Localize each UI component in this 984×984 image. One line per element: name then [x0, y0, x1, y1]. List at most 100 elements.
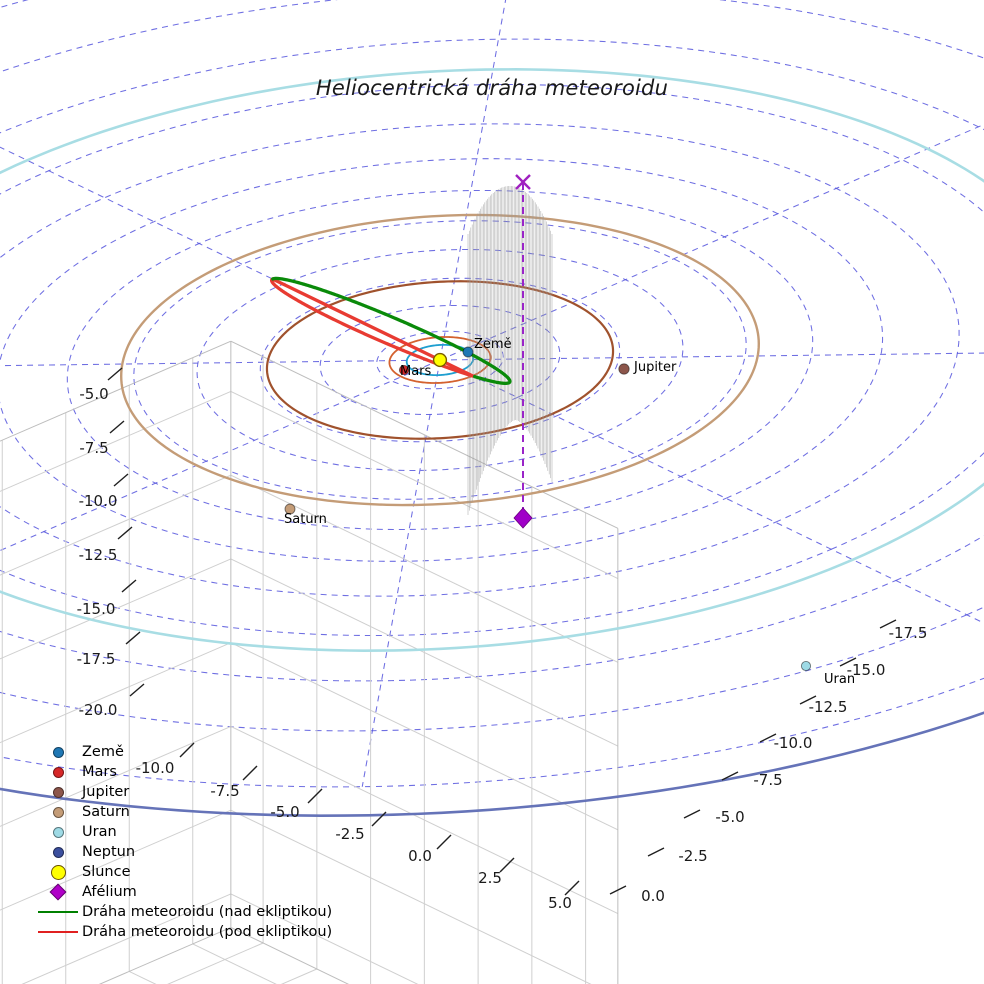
box-edge: [98, 926, 232, 984]
marker-sun: [432, 352, 448, 368]
polar-spoke: [439, 123, 984, 361]
box-edge: [0, 340, 232, 442]
orbit-saturn: [119, 213, 761, 507]
tick-mark: [683, 809, 701, 819]
polar-spoke: [0, 359, 441, 552]
polar-spoke: [0, 359, 441, 367]
wall-gridline: [230, 725, 619, 915]
y-tick-label: -2.5: [678, 847, 707, 865]
tick-mark: [839, 657, 857, 667]
meteoroid-path-above: [271, 276, 512, 385]
tick-mark: [179, 742, 195, 758]
axes-box-wireframe: [0, 340, 619, 984]
legend-item-path-above[interactable]: Dráha meteoroidu (nad ekliptikou): [34, 902, 332, 922]
wall-gridline: [230, 893, 419, 984]
legend-item-path-below[interactable]: Dráha meteoroidu (pod ekliptikou): [34, 922, 332, 942]
wall-gridline: [230, 474, 619, 663]
legend-item-earth-dot-icon: [52, 746, 64, 758]
legend-item-neptune[interactable]: Neptun: [34, 842, 332, 862]
marker-jupiter: [618, 363, 630, 375]
legend-item-saturn-label: Saturn: [82, 804, 130, 820]
tick-mark: [499, 857, 515, 873]
legend-item-sun-dot-icon: [50, 864, 66, 880]
tick-mark: [107, 367, 123, 381]
z-tick-label: -10.0: [79, 492, 118, 510]
body-label-uranus: Uran: [824, 672, 855, 687]
wall-gridline: [0, 474, 232, 576]
z-tick-label: -7.5: [79, 439, 108, 457]
chart-legend: Země Mars Jupiter Saturn Uran Neptun Slunce Afé…: [34, 742, 332, 942]
legend-item-sun-label: Slunce: [82, 864, 131, 880]
legend-item-path-below-line-icon: [38, 930, 78, 934]
wall-gridline: [21, 893, 232, 984]
polar-ring: [133, 220, 747, 500]
polar-spoke: [439, 359, 984, 624]
polar-ring: [376, 330, 504, 390]
x-tick-label: 5.0: [548, 894, 572, 912]
tick-mark: [117, 526, 133, 540]
tick-mark: [609, 885, 627, 895]
tick-mark: [113, 473, 129, 487]
tick-mark: [121, 579, 137, 593]
tick-mark: [799, 695, 817, 705]
meteoroid-path-below: [270, 277, 475, 378]
tick-mark: [759, 733, 777, 743]
polar-ring: [0, 123, 960, 597]
body-label-earth: Země: [474, 337, 512, 352]
polar-ring: [0, 0, 984, 732]
legend-item-path-above-line-icon: [38, 910, 78, 914]
aphelion-cross-icon: [515, 174, 531, 190]
floor-gridline: [192, 943, 277, 984]
tick-mark: [371, 811, 387, 827]
wall-gridline: [230, 642, 619, 831]
z-tick-label: -12.5: [79, 546, 118, 564]
marker-saturn: [284, 503, 296, 515]
z-tick-label: -20.0: [79, 701, 118, 719]
legend-item-jupiter-dot-icon: [52, 786, 64, 798]
tick-mark: [721, 771, 739, 781]
polar-ring: [259, 277, 621, 443]
marker-earth: [462, 346, 474, 358]
polar-ring: [0, 158, 884, 562]
y-tick-label: -12.5: [809, 698, 848, 716]
legend-item-uranus-label: Uran: [82, 824, 117, 840]
tick-mark: [109, 420, 125, 434]
x-tick-label: -2.5: [335, 825, 364, 843]
legend-item-neptune-dot-icon: [52, 846, 64, 858]
floor-gridline: [280, 968, 318, 984]
legend-item-sun[interactable]: Slunce: [34, 862, 332, 882]
x-tick-label: -5.0: [270, 803, 299, 821]
legend-item-uranus[interactable]: Uran: [34, 822, 332, 842]
legend-item-earth-label: Země: [82, 744, 124, 760]
tick-mark: [129, 683, 145, 697]
legend-item-aphelion-diamond-icon: [49, 883, 67, 901]
orbit-uranus: [0, 68, 984, 652]
legend-item-saturn-dot-icon: [52, 806, 64, 818]
legend-item-saturn[interactable]: Saturn: [34, 802, 332, 822]
legend-item-aphelion[interactable]: Afélium: [34, 882, 332, 902]
wall-gridline: [0, 558, 232, 660]
legend-item-mars[interactable]: Mars: [34, 762, 332, 782]
legend-item-earth[interactable]: Země: [34, 742, 332, 762]
tick-mark: [647, 847, 665, 857]
axis-tick-labels: -5.0 -7.5 -10.0 -12.5 -15.0 -17.5 -20.0 -10.0 -7…: [77, 385, 928, 912]
tick-mark: [125, 631, 141, 645]
wall-gridline: [0, 642, 232, 744]
axis-tick-marks: [107, 367, 897, 896]
y-tick-label: 0.0: [641, 887, 665, 905]
body-label-saturn: Saturn: [284, 512, 327, 527]
legend-item-jupiter[interactable]: Jupiter: [34, 782, 332, 802]
floor-gridline: [167, 942, 264, 984]
legend-item-mars-dot-icon: [52, 766, 64, 778]
polar-ring: [0, 38, 984, 682]
marker-mars: [398, 364, 410, 376]
wall-gridline: [0, 725, 232, 827]
tick-mark: [436, 834, 452, 850]
wall-gridline: [230, 558, 619, 747]
polar-spoke: [0, 146, 441, 361]
legend-item-mars-label: Mars: [82, 764, 117, 780]
tick-mark: [307, 788, 323, 804]
legend-item-neptune-label: Neptun: [82, 844, 136, 860]
y-tick-label: -7.5: [753, 771, 782, 789]
